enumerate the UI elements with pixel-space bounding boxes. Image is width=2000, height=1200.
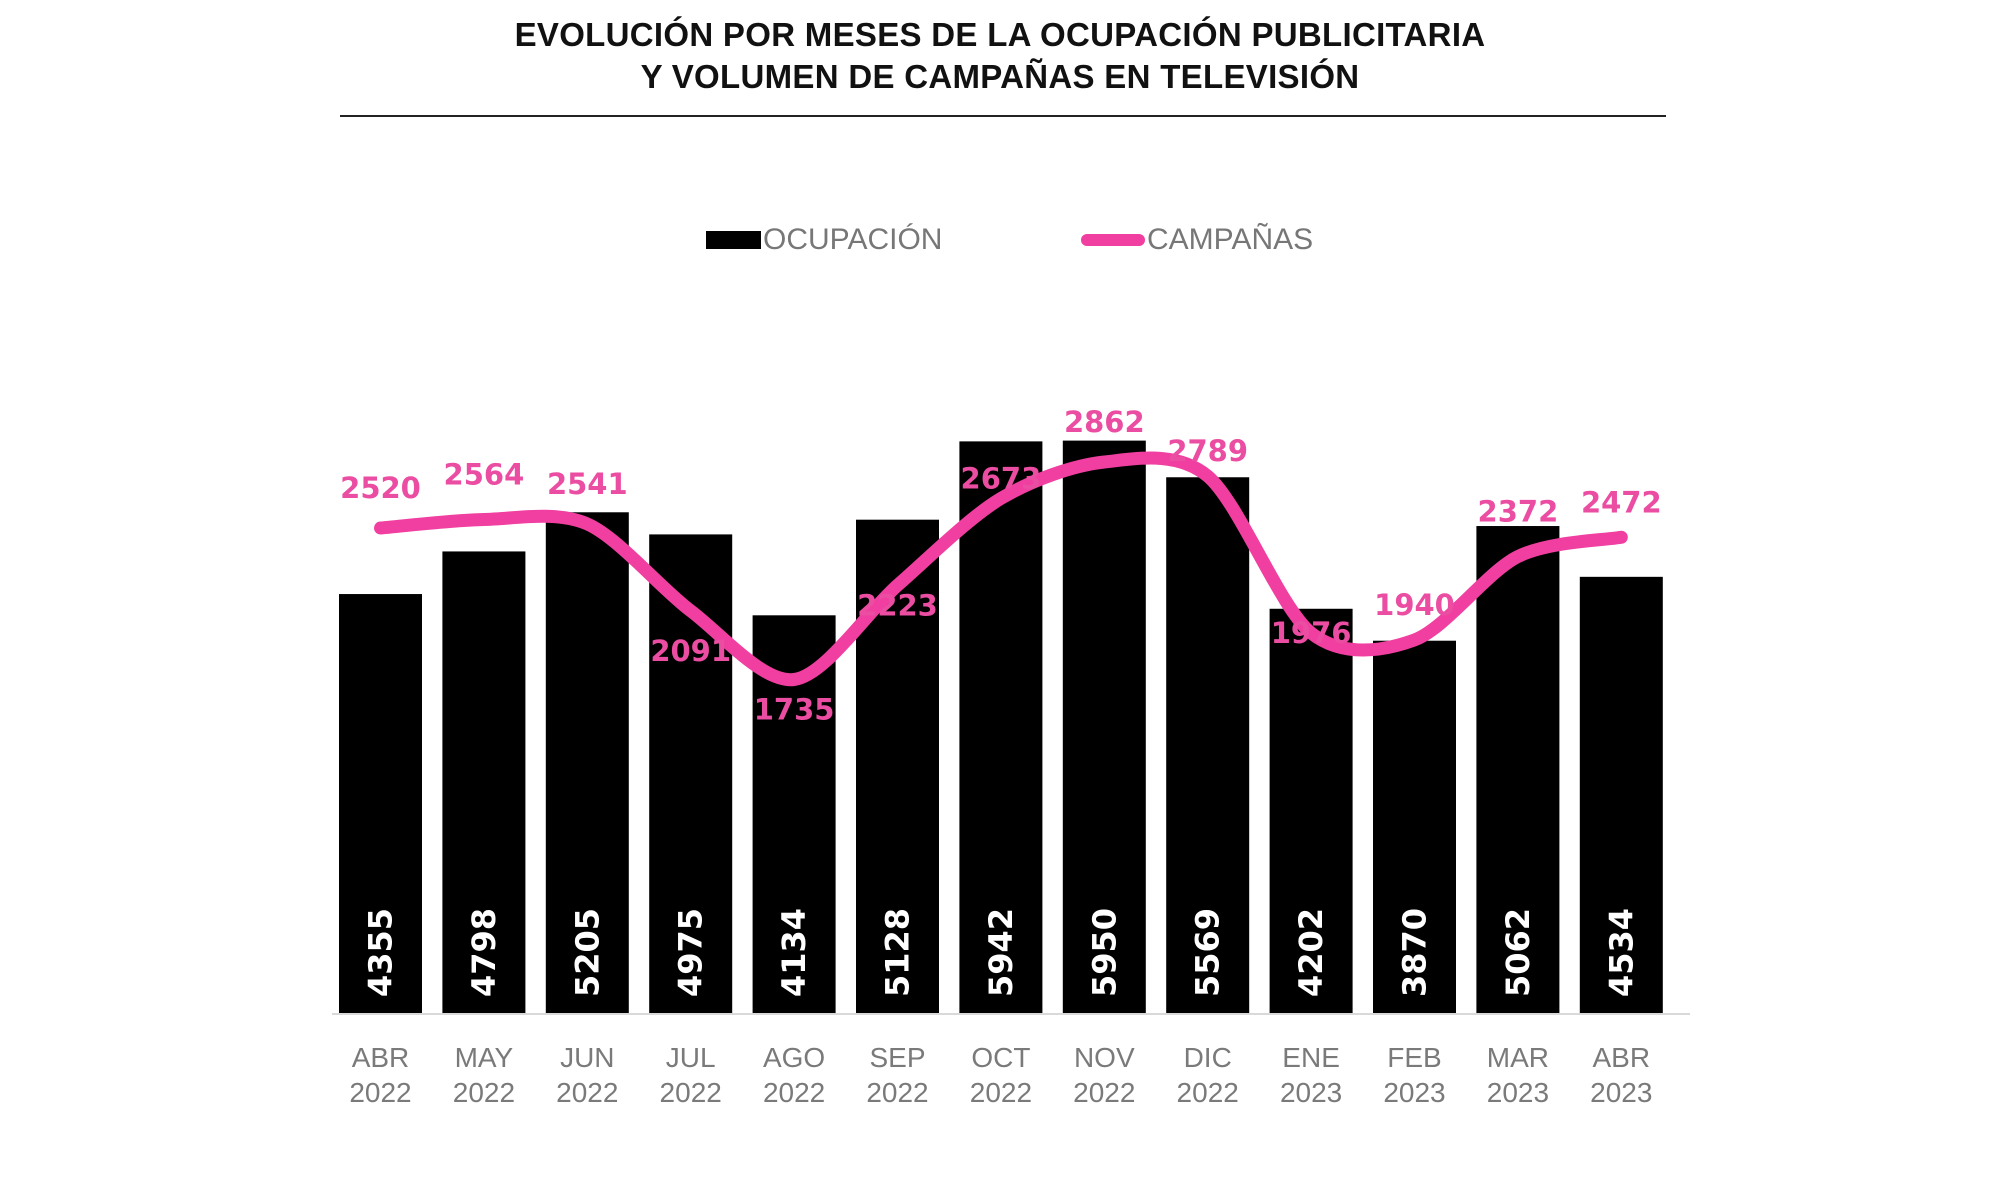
bar-jun-2022 — [545, 512, 629, 1013]
x-tick-month: OCT — [971, 1042, 1030, 1073]
bar-value-label: 5942 — [982, 908, 1020, 997]
bar-feb-2023 — [1373, 640, 1456, 1013]
chart-title: EVOLUCIÓN POR MESES DE LA OCUPACIÓN PUBL… — [0, 14, 2000, 98]
legend-item-campanas: CAMPAÑAS — [1081, 220, 1313, 260]
bar-sep-2022 — [856, 519, 939, 1013]
x-tick-month: NOV — [1074, 1042, 1135, 1073]
x-tick-month: FEB — [1387, 1042, 1441, 1073]
line-value-label: 2564 — [444, 458, 525, 492]
x-tick-month: MAY — [455, 1042, 514, 1073]
x-tick-month: ABR — [1593, 1042, 1651, 1073]
x-tick-month: ABR — [352, 1042, 410, 1073]
line-value-label: 2789 — [1167, 434, 1248, 468]
bar-value-label: 3870 — [1396, 908, 1434, 997]
bar-value-label: 4355 — [362, 908, 400, 997]
line-value-label: 1940 — [1374, 588, 1455, 622]
bar-value-label: 5569 — [1189, 908, 1227, 997]
x-tick-year: 2022 — [1073, 1077, 1135, 1108]
chart-title-line-1: EVOLUCIÓN POR MESES DE LA OCUPACIÓN PUBL… — [514, 16, 1486, 53]
line-value-label: 2862 — [1064, 405, 1145, 439]
x-tick-month: JUN — [560, 1042, 614, 1073]
bar-value-label: 4202 — [1292, 908, 1330, 997]
x-tick-year: 2022 — [1177, 1077, 1239, 1108]
x-tick-year: 2023 — [1383, 1077, 1445, 1108]
bar-nov-2022 — [1062, 440, 1146, 1013]
line-value-label: 2472 — [1581, 485, 1662, 519]
line-value-label: 2520 — [340, 471, 421, 505]
bar-oct-2022 — [959, 441, 1043, 1013]
line-value-label: 2673 — [961, 461, 1042, 495]
x-tick-month: MAR — [1487, 1042, 1549, 1073]
bar-value-label: 4798 — [465, 908, 503, 997]
legend-label-campanas: CAMPAÑAS — [1147, 223, 1314, 256]
bars-group — [339, 440, 1663, 1013]
title-divider — [340, 115, 1666, 117]
legend-swatch-bar — [706, 231, 761, 249]
x-tick-year: 2023 — [1590, 1077, 1652, 1108]
line-labels-group: 2520 2564 2541 2091 1735 2223 2673 2862 2789 1976… — [340, 405, 1662, 727]
x-tick-month: JUL — [666, 1042, 716, 1073]
legend-item-ocupacion: OCUPACIÓN — [706, 220, 942, 260]
x-tick-year: 2022 — [970, 1077, 1032, 1108]
bar-abr-2022 — [339, 594, 422, 1013]
x-tick-year: 2023 — [1487, 1077, 1549, 1108]
x-tick-year: 2023 — [1280, 1077, 1342, 1108]
legend-label-ocupacion: OCUPACIÓN — [763, 223, 943, 256]
x-tick-year: 2022 — [660, 1077, 722, 1108]
line-value-label: 1735 — [754, 693, 835, 727]
chart-title-line-2: Y VOLUMEN DE CAMPAÑAS EN TELEVISIÓN — [640, 58, 1360, 95]
legend-swatch-line — [1081, 234, 1145, 246]
x-tick-year: 2022 — [453, 1077, 515, 1108]
bar-mar-2023 — [1476, 526, 1560, 1013]
bar-value-label: 5205 — [568, 908, 606, 997]
bar-abr-2023 — [1579, 576, 1663, 1013]
bar-value-label: 5950 — [1085, 908, 1123, 997]
line-value-label: 2372 — [1478, 495, 1559, 529]
bar-may-2022 — [442, 551, 526, 1013]
x-tick-year: 2022 — [349, 1077, 411, 1108]
x-tick-month: AGO — [763, 1042, 825, 1073]
x-tick-year: 2022 — [763, 1077, 825, 1108]
line-value-label: 2091 — [650, 634, 731, 668]
bar-value-label: 4134 — [775, 908, 813, 997]
x-tick-year: 2022 — [556, 1077, 618, 1108]
bar-labels-group: 4355 4798 5205 4975 4134 5128 5942 5950 5569 4202… — [362, 908, 1641, 997]
x-axis-labels: ABR 2022 MAY 2022 JUN 2022 JUL 2022 AGO 2022 SEP 20… — [349, 1042, 1652, 1108]
bar-value-label: 4975 — [672, 908, 710, 997]
line-value-label: 2541 — [547, 467, 628, 501]
x-tick-year: 2022 — [866, 1077, 928, 1108]
x-tick-month: SEP — [869, 1042, 925, 1073]
bar-value-label: 5128 — [879, 908, 917, 997]
legend: OCUPACIÓN CAMPAÑAS — [0, 220, 2000, 260]
bar-value-label: 5062 — [1499, 908, 1537, 997]
campanas-line — [374, 451, 1628, 687]
line-value-label: 2223 — [857, 588, 938, 622]
x-tick-month: DIC — [1184, 1042, 1232, 1073]
bar-dic-2022 — [1166, 477, 1250, 1013]
bar-value-label: 4534 — [1602, 908, 1640, 997]
line-value-label: 1976 — [1271, 616, 1352, 650]
bar-ene-2023 — [1269, 608, 1353, 1013]
x-tick-month: ENE — [1282, 1042, 1340, 1073]
